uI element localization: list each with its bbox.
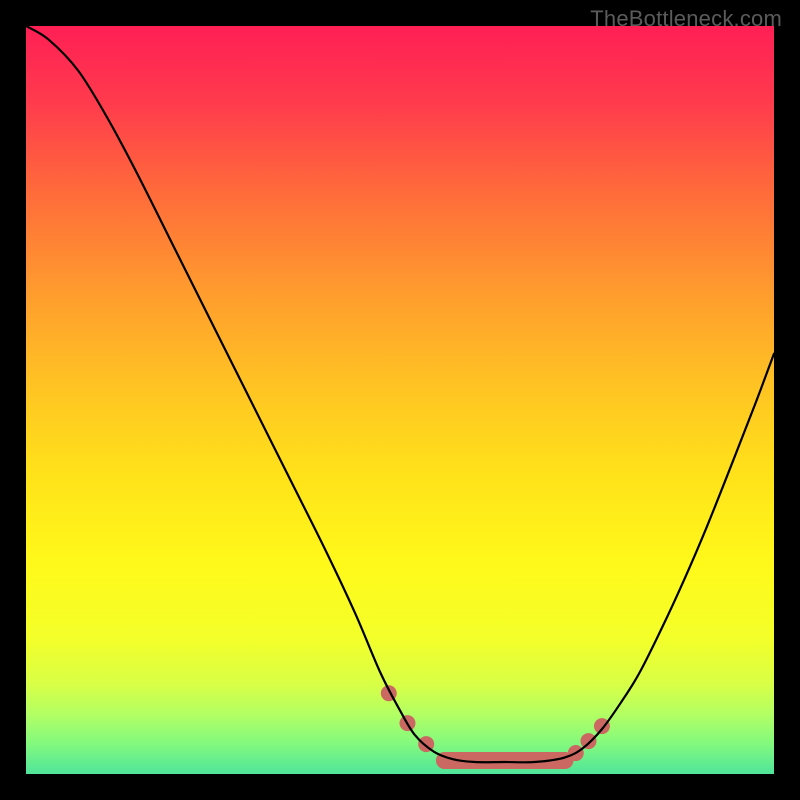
highlight-dot [581, 733, 597, 749]
bottleneck-chart [26, 26, 774, 774]
frame: TheBottleneck.com [0, 0, 800, 800]
chart-background [26, 26, 774, 774]
watermark-text: TheBottleneck.com [590, 6, 782, 32]
plot-area [26, 26, 774, 774]
